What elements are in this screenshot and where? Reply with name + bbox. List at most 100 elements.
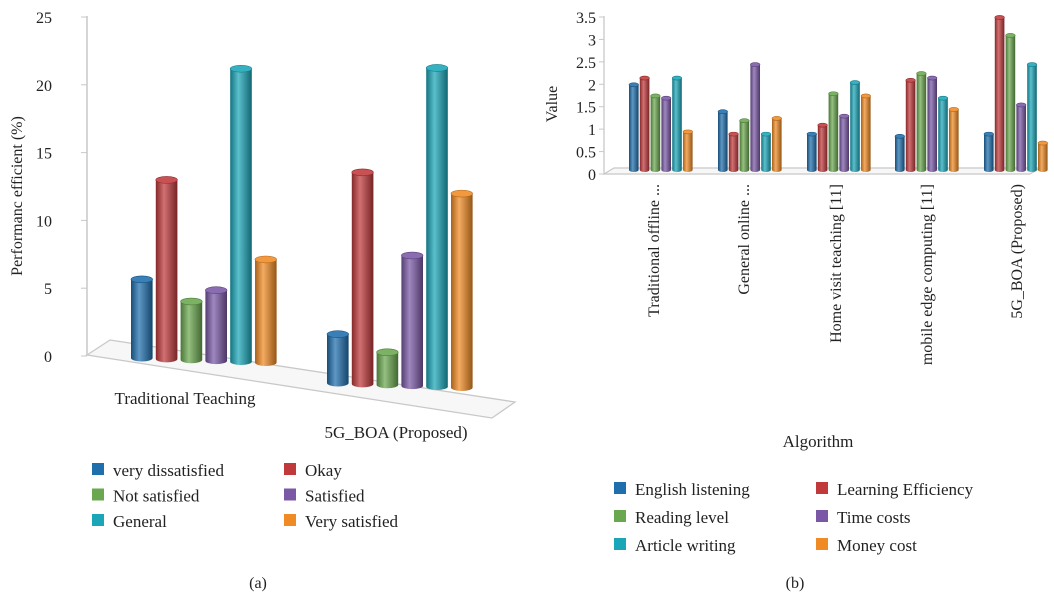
chart-b-y-tick-label: 3 <box>588 32 596 49</box>
chart-a-bar <box>180 297 203 364</box>
chart-b-y-tick-label: 0.5 <box>576 145 596 162</box>
chart-b-y-tick-label: 3.5 <box>576 10 596 27</box>
chart-b-bar <box>750 62 761 172</box>
chart-b-bar <box>1016 102 1027 172</box>
chart-a-y-tick-label: 0 <box>44 349 52 366</box>
chart-a-legend-item: General <box>92 512 167 531</box>
chart-a-bar <box>130 275 153 362</box>
chart-b-legend-label: Learning Efficiency <box>837 480 974 499</box>
chart-b-bar <box>650 93 661 173</box>
chart-b-bar <box>983 131 994 172</box>
chart-b-y-tick-label: 2.5 <box>576 55 596 72</box>
chart-b-legend-item: Time costs <box>816 508 911 527</box>
chart-b-bar <box>860 93 871 172</box>
chart-a-bar <box>155 176 178 363</box>
chart-a-legend-label: Not satisfied <box>113 487 200 506</box>
chart-a-legend-label: very dissatisfied <box>113 461 224 480</box>
chart-a-legend-item: Very satisfied <box>284 512 399 531</box>
chart-b-bar <box>839 113 850 172</box>
chart-b-legend-item: Article writing <box>614 536 736 555</box>
chart-b-bar <box>628 82 639 172</box>
chart-a-category-label-0: Traditional Teaching <box>115 389 256 408</box>
chart-b-legend-item: Learning Efficiency <box>816 480 974 499</box>
chart-b-legend-label: Money cost <box>837 536 917 555</box>
chart-b-x-tick-label: 5G_BOA (Proposed) <box>1009 184 1026 319</box>
chart-a-legend-swatch <box>284 488 296 501</box>
chart-a-bar <box>351 168 374 388</box>
chart-b-legend-label: Reading level <box>635 508 729 527</box>
chart-b-legend-item: Reading level <box>614 508 729 527</box>
chart-b-legend-label: Time costs <box>837 508 911 527</box>
chart-b: 0 0.5 1 1.5 2 2.5 3 3.5 Value Traditional offli… <box>544 10 1048 592</box>
chart-b-legend-swatch <box>614 510 626 522</box>
chart-a-legend-item: very dissatisfied <box>92 461 224 480</box>
chart-b-x-label: Algorithm <box>783 432 854 451</box>
chart-b-bar <box>1026 62 1038 173</box>
chart-a-bar <box>376 348 399 389</box>
chart-b-bar <box>916 71 927 173</box>
chart-a-bar <box>205 286 228 365</box>
chart-b-bar <box>817 122 828 173</box>
chart-a-y-tick-label: 15 <box>36 146 52 163</box>
chart-b-x-tick-label: Traditional offline ... <box>646 184 663 317</box>
chart-a-bar <box>326 330 349 387</box>
chart-a-legend-swatch <box>92 488 104 501</box>
chart-b-x-tick-label: Home visit teaching [11] <box>828 184 845 343</box>
chart-a-legend-label: Satisfied <box>305 487 365 506</box>
chart-b-bar <box>760 131 772 172</box>
chart-a-y-tick-label: 10 <box>36 213 52 230</box>
chart-b-bar <box>828 91 839 173</box>
chart-a-legend-swatch <box>284 463 296 475</box>
chart-b-bar <box>905 77 916 173</box>
chart-a-y-tick-label: 20 <box>36 78 52 95</box>
chart-a: 0 5 10 15 20 25 Performanc efficient (%) Trad… <box>9 10 517 592</box>
chart-a-bar <box>425 64 449 391</box>
chart-b-legend-label: Article writing <box>635 536 736 555</box>
chart-a-legend-item: Not satisfied <box>92 487 200 506</box>
chart-a-category-label-1: 5G_BOA (Proposed) <box>324 423 467 442</box>
chart-b-y-label: Value <box>544 86 561 122</box>
chart-b-bar <box>894 134 905 172</box>
chart-b-bar <box>661 95 672 172</box>
chart-b-bar <box>671 75 683 172</box>
chart-a-bar <box>254 255 277 366</box>
chart-a-y-label: Performanc efficient (%) <box>9 116 26 276</box>
chart-b-legend-swatch <box>614 538 626 550</box>
chart-a-panel-label: (a) <box>249 575 267 592</box>
chart-b-bar <box>717 109 728 172</box>
chart-b-legend-label: English listening <box>635 480 750 499</box>
chart-b-panel-label: (b) <box>786 575 805 592</box>
chart-a-legend-swatch <box>92 463 104 475</box>
chart-a-legend-label: General <box>113 512 167 531</box>
chart-b-x-tick-label: General online ... <box>736 184 753 295</box>
chart-b-bar <box>806 131 817 172</box>
chart-b-y-tick-label: 1 <box>588 122 596 139</box>
chart-a-legend-item: Satisfied <box>284 487 365 506</box>
chart-b-bar <box>682 129 693 172</box>
chart-a-legend-label: Very satisfied <box>305 512 399 531</box>
chart-b-y-tick-label: 2 <box>588 77 596 94</box>
chart-b-y-tick-label: 0 <box>588 167 596 184</box>
chart-b-bar <box>739 118 750 173</box>
chart-a-bar <box>401 251 424 390</box>
chart-b-y-tick-label: 1.5 <box>576 100 596 117</box>
chart-b-bar <box>1037 140 1048 172</box>
chart-b-bar <box>948 107 959 172</box>
chart-a-legend-label: Okay <box>305 461 342 480</box>
chart-b-bar <box>994 15 1005 173</box>
chart-a-legend-item: Okay <box>284 461 342 480</box>
chart-b-bar <box>849 80 861 172</box>
chart-b-legend-swatch <box>816 538 828 550</box>
chart-a-y-tick-label: 5 <box>44 281 52 298</box>
chart-b-legend-item: Money cost <box>816 536 917 555</box>
chart-b-legend-swatch <box>816 510 828 522</box>
chart-a-y-tick-label: 25 <box>36 10 52 27</box>
chart-b-bar <box>639 75 650 173</box>
chart-a-legend-swatch <box>284 514 296 526</box>
chart-a-bar <box>450 189 473 391</box>
chart-b-bar <box>771 116 782 172</box>
chart-b-bar <box>1005 33 1016 173</box>
chart-a-bar <box>229 64 253 366</box>
chart-b-legend-item: English listening <box>614 480 750 499</box>
